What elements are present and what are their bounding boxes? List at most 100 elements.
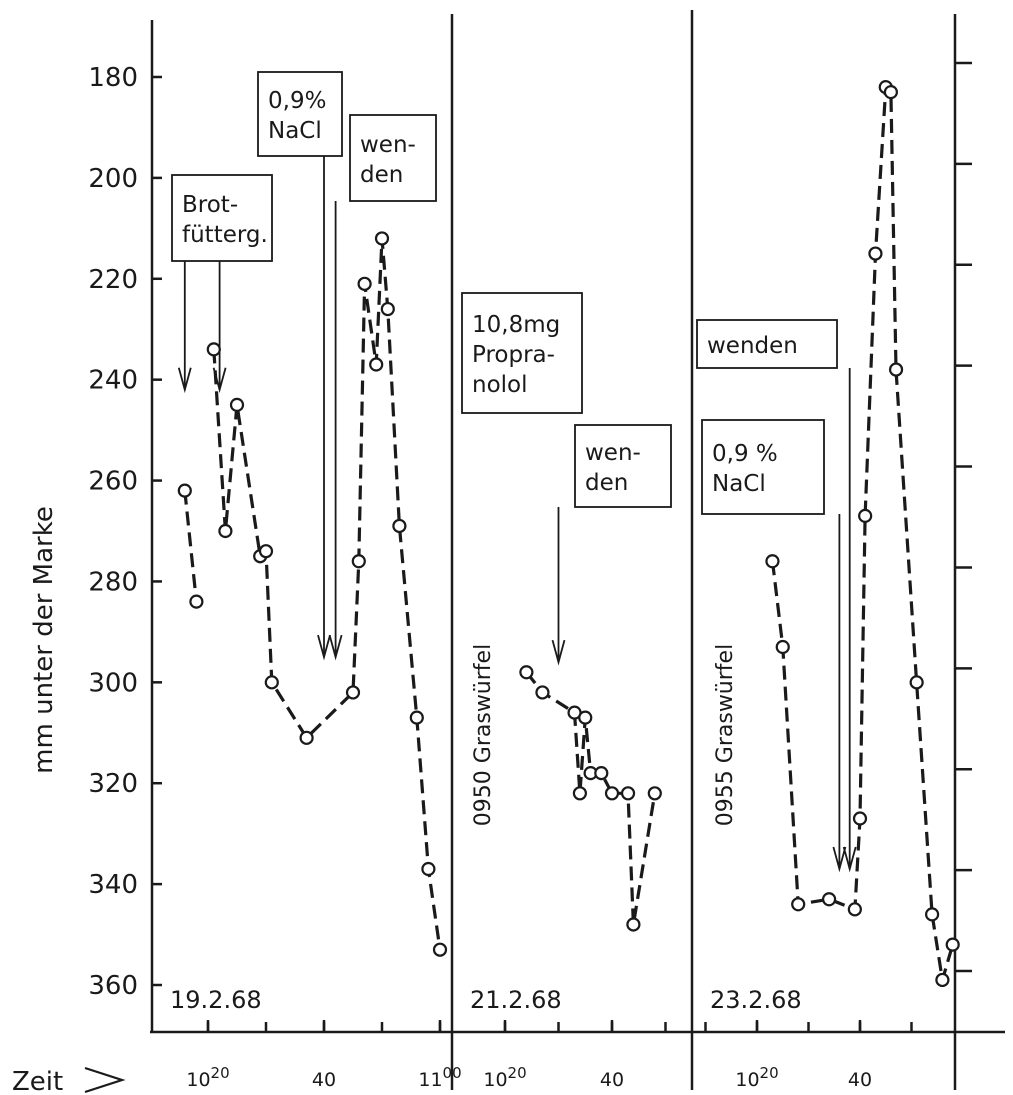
data-point [572,786,588,801]
data-point [626,917,641,932]
annotation: Brot-fütterg. [171,174,273,394]
annotation: 0,9 % NaCl [701,419,847,873]
x-tick-sup: 20 [760,1064,779,1082]
data-point [189,594,204,609]
data-point [519,665,534,680]
data-point [868,246,883,261]
y-tick-label: 280 [88,567,138,597]
annotation-box [574,424,672,508]
series-line [770,83,955,981]
x-axis-arrow-icon [84,1066,126,1094]
y-tick-label: 320 [88,769,138,799]
data-point [421,861,436,877]
x-tick-label: 40 [600,1069,624,1091]
annotation-text: 10,8mg [472,312,560,338]
arrowhead-icon [842,846,857,873]
x-tick-sup: 00 [443,1064,462,1082]
annotation-text: Brot- [182,192,238,218]
data-point [858,508,873,523]
data-point [374,231,390,246]
annotation: 0,9% NaCl [257,71,343,661]
data-point [345,685,361,700]
y-tick-label: 200 [88,164,138,194]
x-tick-label: 40 [312,1069,336,1091]
data-point [791,897,806,912]
series-line [525,671,657,925]
data-point [883,85,899,100]
annotation-box [257,71,343,157]
data-point [392,518,407,534]
data-point [264,675,279,690]
data-point [299,730,314,745]
panel-date: 19.2.68 [170,986,262,1014]
data-point [258,544,274,559]
annotation: wenden [696,319,857,873]
data-point [945,937,960,952]
x-tick-label: 1020 [483,1064,526,1091]
annotation-box [171,174,273,262]
annotation-box [696,319,838,369]
annotation-text: NaCl [268,118,322,144]
y-axis: 180 200 220 240 260 280 300 320 340 360 1020 40 1100… [88,61,972,1091]
annotation-text: den [360,162,403,188]
annotation-text: nolol [472,372,528,398]
annotation: wen-den [328,114,437,661]
annotation: wen-den [551,424,672,666]
side-label: 0955 Graswürfel [713,644,738,826]
data-point [380,301,395,317]
data-point [935,972,950,988]
annotation-text: wen- [360,132,416,158]
x-tick-sup: 20 [211,1064,230,1082]
y-tick-label: 220 [88,265,138,295]
y-tick-label: 300 [88,668,138,698]
chart-frame [150,10,1005,1090]
y-axis-label: mm unter der Marke [29,506,59,774]
data-point [765,554,780,569]
panel-date: 21.2.68 [470,986,562,1014]
data-point [909,675,924,690]
arrowhead-icon [832,846,847,873]
annotation-text: wen- [585,440,641,466]
side-label: 0950 Graswürfel [471,644,496,826]
annotation-text: NaCl [712,471,766,497]
annotation-box [349,114,437,202]
y-tick-label: 260 [88,467,138,497]
panel-date: 23.2.68 [710,986,802,1014]
data-point [206,342,221,357]
x-tick-label: 40 [848,1069,872,1091]
labels: mm unter der Marke Zeit 19.2.68 21.2.68 0950… [12,506,802,1095]
x-tick-label: 1100 [418,1064,461,1091]
y-tick-label: 360 [88,971,138,1001]
data-point [924,907,940,922]
data-point [369,357,384,372]
annotations: Brot-fütterg.0,9%NaClwen-den10,8mgPropra… [171,71,857,873]
x-tick-label: 1020 [735,1064,778,1091]
data-point [775,639,790,655]
y-tick-label: 240 [88,366,138,396]
annotation-text: fütterg. [182,222,268,248]
annotation-text: den [585,470,628,496]
data-point [409,710,424,725]
arrowhead-icon [177,367,192,394]
x-tick-label: 1020 [186,1064,229,1091]
series-line [212,238,442,950]
data-point [847,902,862,917]
x-tick-sup: 20 [508,1064,527,1082]
arrowhead-icon [328,634,343,661]
data-point [888,362,904,377]
annotation-text: Propra- [472,342,555,368]
annotation-text: wenden [707,333,798,359]
data-point [432,942,448,957]
x-axis-label: Zeit [12,1067,63,1095]
data-point [604,786,620,801]
data-point [218,523,233,539]
data-point [357,276,372,291]
data-point [620,786,636,801]
data-point [594,766,609,781]
annotation-text: 0,9 % [712,441,778,467]
data-point [821,892,837,907]
data-point [351,554,366,569]
data-point [647,786,662,801]
data-point [229,397,245,412]
